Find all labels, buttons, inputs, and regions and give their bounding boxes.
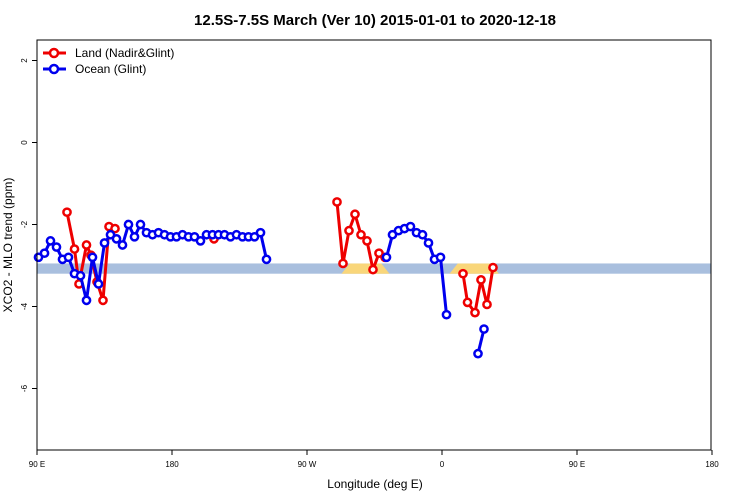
- series-0-point: [368, 264, 378, 275]
- x-tick-label: 180: [705, 460, 719, 469]
- series-1-point: [417, 229, 428, 240]
- series-0-point: [476, 275, 486, 285]
- legend-land-marker: [48, 47, 60, 59]
- series-0-point: [350, 209, 360, 220]
- series-1-point: [81, 295, 92, 306]
- series-0-point: [356, 229, 366, 240]
- x-axis: 90 E 180 90 W 0 90 E 180: [29, 450, 719, 469]
- series-0-point: [344, 225, 354, 236]
- plot-area: [33, 39, 712, 451]
- series-1-point: [45, 236, 56, 246]
- series-1-point: [39, 248, 50, 259]
- series-0-point: [488, 262, 498, 273]
- series-1-point: [261, 254, 272, 265]
- series-0-point: [462, 297, 473, 308]
- y-tick-label: -6: [20, 384, 29, 392]
- series-0-point: [332, 197, 342, 207]
- series-1-point: [87, 252, 98, 263]
- chart-title: 12.5S-7.5S March (Ver 10) 2015-01-01 to …: [194, 12, 556, 29]
- x-tick-label: 90 W: [298, 460, 317, 469]
- series-1-point: [63, 252, 74, 263]
- series-0-point: [62, 207, 72, 218]
- series-1-point: [99, 238, 110, 248]
- series-1-point: [93, 279, 104, 289]
- series-1-point: [129, 231, 140, 242]
- series-0-point: [362, 236, 372, 246]
- series-1-point: [255, 227, 266, 238]
- legend-ocean-label: Ocean (Glint): [75, 62, 146, 76]
- series-1-point: [479, 324, 489, 334]
- y-tick-label: -2: [20, 220, 29, 228]
- series-1-point: [123, 219, 134, 230]
- series-0-point: [470, 307, 480, 318]
- series-1-point: [423, 238, 434, 248]
- series-1-point: [75, 270, 86, 281]
- y-tick-label: 2: [20, 58, 29, 63]
- x-tick-label: 0: [440, 460, 445, 469]
- series-layer: [33, 197, 498, 359]
- series-0-point: [81, 240, 92, 250]
- series-1-point: [135, 219, 146, 230]
- y-tick-label: -4: [20, 302, 29, 310]
- y-tick-label: 0: [20, 140, 29, 145]
- series-0-point: [69, 244, 80, 254]
- x-tick-label: 90 E: [29, 460, 45, 469]
- y-axis-label: XCO2 - MLO trend (ppm): [1, 178, 15, 313]
- series-1: [33, 219, 489, 359]
- legend-land-label: Land (Nadir&Glint): [75, 46, 174, 60]
- series-1-point: [381, 252, 392, 263]
- series-1-point: [405, 221, 416, 232]
- series-1-point: [195, 236, 206, 246]
- band-highlight-0: [341, 263, 390, 274]
- series-0-point: [338, 258, 348, 269]
- series-1-point: [117, 240, 128, 250]
- series-1-point: [473, 348, 483, 359]
- series-0-point: [110, 223, 120, 234]
- series-0-point: [458, 268, 468, 279]
- legend: Land (Nadir&Glint) Ocean (Glint): [43, 46, 174, 76]
- x-tick-label: 90 E: [569, 460, 585, 469]
- legend-ocean-marker: [48, 63, 60, 75]
- series-1-point: [111, 234, 122, 244]
- x-tick-label: 180: [165, 460, 179, 469]
- series-0-point: [482, 299, 492, 310]
- series-1-point: [441, 309, 452, 320]
- series-0-point: [98, 295, 108, 306]
- y-axis: 2 0 -2 -4 -6: [20, 58, 37, 392]
- series-1-point: [435, 252, 446, 263]
- series-1-point: [51, 242, 62, 252]
- x-axis-label: Longitude (deg E): [327, 477, 422, 491]
- plot-frame: [36, 39, 712, 451]
